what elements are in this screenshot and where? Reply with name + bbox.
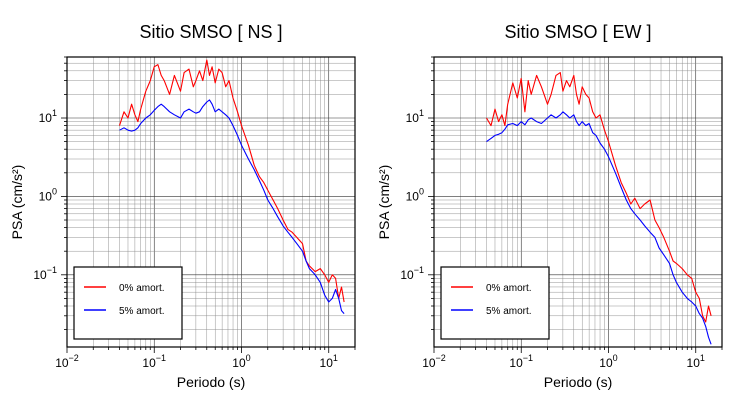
- y-tick-label: 10−1: [33, 265, 57, 282]
- series-line-0: [486, 72, 712, 323]
- legend-label: 0% amort.: [119, 283, 165, 294]
- chart-panel-0: Sitio SMSO [ NS ] 10−2 10−1 100 101 10−1 100 10…: [9, 22, 356, 390]
- series-line-1: [486, 111, 712, 345]
- legend-box: [440, 266, 550, 340]
- chart-title: Sitio SMSO [ EW ]: [504, 22, 651, 42]
- x-tick-label: 10−1: [142, 353, 166, 370]
- chart-panel-1: Sitio SMSO [ EW ] 10−2 10−1 100 101 10−1 100 10…: [376, 22, 723, 390]
- y-axis-label: PSA (cm/s²): [9, 165, 25, 240]
- x-axis-label: Periodo (s): [544, 374, 612, 390]
- x-tick-label: 10−1: [509, 353, 533, 370]
- legend: 0% amort. 5% amort.: [440, 266, 550, 340]
- chart-title: Sitio SMSO [ NS ]: [139, 22, 282, 42]
- legend-box: [73, 266, 183, 340]
- y-tick-label: 10−1: [400, 265, 424, 282]
- series-line-0: [118, 59, 345, 303]
- plot-frame: [433, 56, 723, 348]
- x-tick-label: 10−2: [422, 353, 446, 370]
- series-line-1: [119, 99, 345, 314]
- plot-frame: [66, 56, 356, 348]
- x-axis-label: Periodo (s): [177, 374, 245, 390]
- y-tick-label: 100: [406, 186, 424, 203]
- legend-label: 5% amort.: [119, 306, 165, 317]
- y-tick-label: 101: [406, 108, 424, 125]
- x-tick-label: 100: [232, 353, 250, 370]
- x-tick-label: 100: [599, 353, 617, 370]
- y-tick-label: 101: [39, 108, 57, 125]
- x-tick-label: 101: [687, 353, 705, 370]
- x-tick-label: 101: [320, 353, 338, 370]
- y-axis-label: PSA (cm/s²): [376, 165, 392, 240]
- legend: 0% amort. 5% amort.: [73, 266, 183, 340]
- x-tick-label: 10−2: [55, 353, 79, 370]
- legend-label: 0% amort.: [486, 283, 532, 294]
- legend-label: 5% amort.: [486, 306, 532, 317]
- y-tick-label: 100: [39, 186, 57, 203]
